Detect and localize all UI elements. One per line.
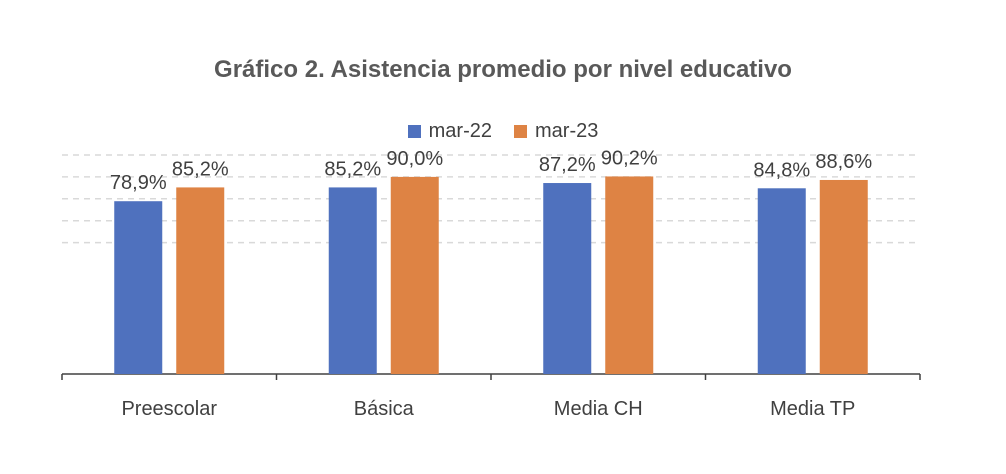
chart-title: Gráfico 2. Asistencia promedio por nivel…: [214, 56, 792, 83]
x-tick-label: Preescolar: [121, 398, 217, 420]
x-tick-label: Media CH: [554, 398, 643, 420]
legend-item-series-2: mar-23: [514, 120, 598, 143]
data-label: 84,8%: [753, 159, 810, 181]
legend-swatch-series-1: [407, 125, 421, 138]
x-tick-label: Media TP: [770, 398, 855, 420]
bar-mar-22-b-sica: [328, 187, 377, 374]
chart-legend: mar-22 mar-23: [0, 120, 1006, 143]
legend-label-series-2: mar-23: [535, 120, 599, 142]
data-label: 88,6%: [815, 151, 872, 173]
data-label: 85,2%: [324, 158, 381, 180]
bar-mar-23-media-tp: [819, 179, 868, 374]
bar-mar-22-preescolar: [114, 201, 163, 374]
bar-mar-23-b-sica: [390, 176, 439, 374]
data-label: 85,2%: [172, 158, 229, 180]
data-label: 87,2%: [539, 154, 596, 176]
data-label: 78,9%: [110, 172, 167, 194]
legend-swatch-series-2: [514, 125, 527, 138]
data-label: 90,2%: [601, 147, 658, 169]
data-label: 90,0%: [386, 148, 443, 170]
bar-mar-22-media-ch: [543, 183, 592, 374]
bar-mar-23-media-ch: [605, 176, 654, 374]
bar-mar-22-media-tp: [757, 188, 806, 374]
x-tick-label: Básica: [354, 398, 415, 420]
bar-mar-23-preescolar: [176, 187, 225, 374]
legend-item-series-1: mar-22: [407, 120, 492, 143]
legend-label-series-1: mar-22: [428, 120, 492, 142]
